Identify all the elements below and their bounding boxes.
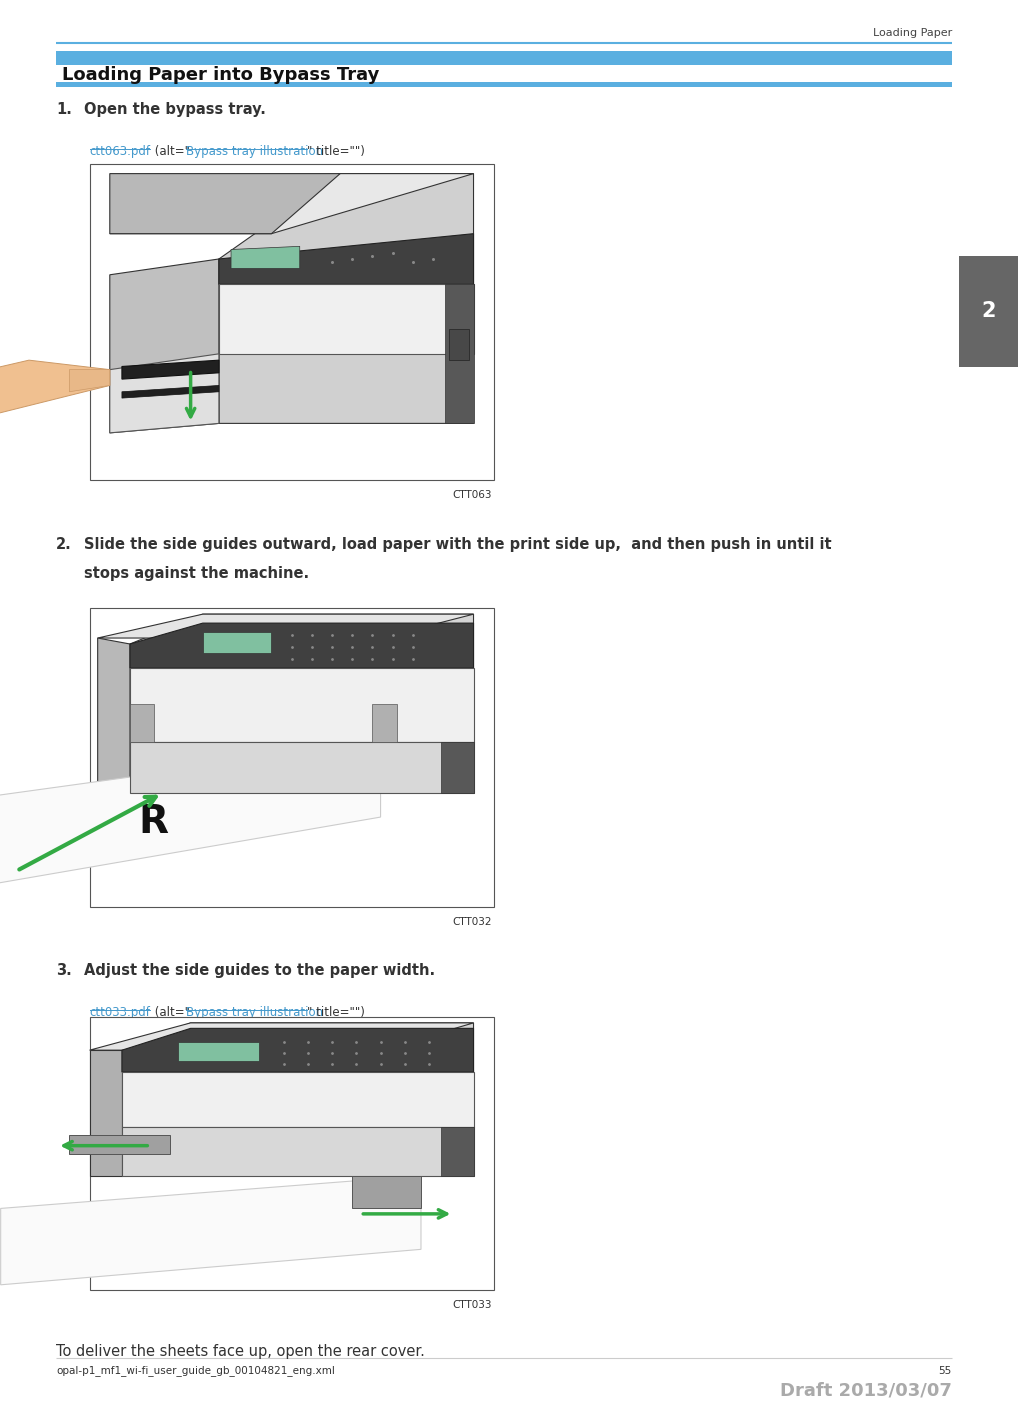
Bar [56, 51, 952, 65]
Polygon shape [69, 1135, 170, 1154]
Polygon shape [1, 1175, 421, 1285]
Polygon shape [122, 360, 219, 379]
Polygon shape [122, 1029, 473, 1071]
Text: R: R [138, 803, 168, 841]
Polygon shape [0, 743, 381, 892]
Bar [90, 165, 494, 480]
Polygon shape [130, 614, 473, 793]
Text: Bypass tray illustration: Bypass tray illustration [186, 608, 324, 621]
Polygon shape [122, 1071, 473, 1127]
Text: Adjust the side guides to the paper width.: Adjust the side guides to the paper widt… [84, 963, 436, 979]
Bar [90, 1017, 494, 1290]
Polygon shape [122, 1023, 473, 1175]
Text: " title=""): " title="") [307, 608, 365, 621]
Text: ctt032.pdf: ctt032.pdf [90, 608, 151, 621]
Polygon shape [98, 614, 473, 638]
Polygon shape [203, 632, 272, 654]
Text: Slide the side guides outward, load paper with the print side up,  and then push: Slide the side guides outward, load pape… [84, 537, 832, 553]
Bar [90, 608, 494, 907]
Polygon shape [219, 173, 473, 423]
Text: To deliver the sheets face up, open the rear cover.: To deliver the sheets face up, open the … [56, 1344, 425, 1360]
Text: 2: 2 [981, 301, 996, 321]
Text: " title=""): " title="") [307, 1006, 365, 1019]
Text: Bypass tray illustration: Bypass tray illustration [186, 145, 324, 158]
Text: " title=""): " title="") [307, 145, 365, 158]
Text: 2.: 2. [56, 537, 71, 553]
Polygon shape [0, 360, 110, 433]
Text: CTT033: CTT033 [452, 1300, 492, 1310]
Text: 1.: 1. [56, 102, 72, 118]
Text: CTT063: CTT063 [452, 490, 492, 500]
Text: Bypass tray illustration: Bypass tray illustration [186, 1006, 324, 1019]
Polygon shape [130, 624, 473, 668]
Polygon shape [90, 1023, 473, 1050]
Polygon shape [130, 703, 155, 743]
Text: CTT032: CTT032 [452, 917, 492, 926]
Text: Loading Paper: Loading Paper [872, 28, 952, 38]
Text: 55: 55 [939, 1366, 952, 1376]
Text: (alt=": (alt=" [151, 608, 190, 621]
Text: ctt063.pdf: ctt063.pdf [90, 145, 151, 158]
Text: Open the bypass tray.: Open the bypass tray. [84, 102, 267, 118]
Polygon shape [110, 354, 219, 433]
Polygon shape [445, 284, 473, 423]
Polygon shape [90, 1050, 122, 1175]
Polygon shape [130, 743, 473, 793]
Text: Draft 2013/03/07: Draft 2013/03/07 [780, 1381, 952, 1400]
Text: (alt=": (alt=" [151, 145, 190, 158]
Polygon shape [441, 743, 473, 793]
Polygon shape [98, 638, 130, 793]
Bar [959, 256, 1018, 367]
Polygon shape [231, 246, 299, 269]
Polygon shape [219, 284, 473, 354]
Text: 3.: 3. [56, 963, 71, 979]
Polygon shape [352, 1175, 421, 1208]
Polygon shape [110, 259, 219, 433]
Polygon shape [219, 233, 473, 284]
Bar [56, 82, 952, 87]
Polygon shape [130, 668, 473, 743]
Polygon shape [110, 173, 473, 233]
Text: stops against the machine.: stops against the machine. [84, 566, 309, 581]
Polygon shape [122, 385, 219, 398]
Polygon shape [122, 1127, 473, 1175]
Polygon shape [69, 369, 110, 392]
Polygon shape [441, 1127, 473, 1175]
Text: Loading Paper into Bypass Tray: Loading Paper into Bypass Tray [62, 67, 380, 84]
Text: ctt033.pdf: ctt033.pdf [90, 1006, 151, 1019]
Text: (alt=": (alt=" [151, 1006, 190, 1019]
Polygon shape [178, 1042, 260, 1061]
Bar [449, 328, 469, 360]
Polygon shape [373, 703, 397, 743]
Text: opal-p1_mf1_wi-fi_user_guide_gb_00104821_eng.xml: opal-p1_mf1_wi-fi_user_guide_gb_00104821… [56, 1366, 335, 1377]
Polygon shape [110, 173, 340, 233]
